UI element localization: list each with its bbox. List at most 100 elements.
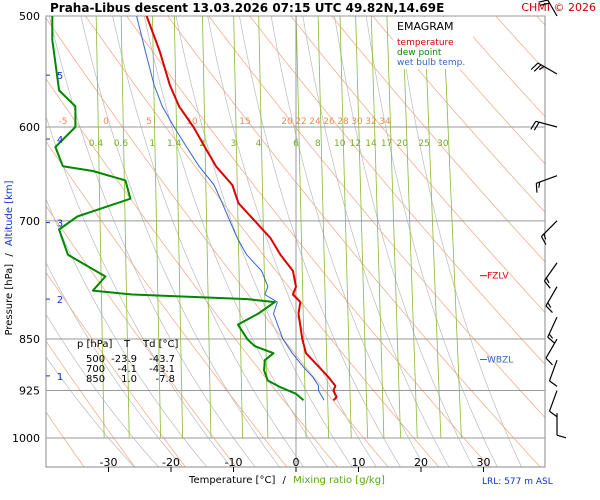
dry-adiabat-label: 30 <box>351 117 363 127</box>
wind-barb <box>547 316 558 344</box>
copyright: CHMI © 2026 <box>521 1 596 14</box>
table-cell: -23.9 <box>111 354 137 365</box>
table-cell: -4.1 <box>117 364 137 375</box>
x-tick-label: 0 <box>293 456 300 469</box>
dry-adiabat-label: -5 <box>59 117 68 127</box>
wind-barb-staff <box>537 62 558 75</box>
mixing-ratio-line <box>233 16 243 439</box>
wind-barb <box>545 338 558 366</box>
wind-barb-feather <box>530 120 537 130</box>
wind-barb-feather <box>547 302 552 308</box>
wind-barb-staff <box>548 359 558 382</box>
wind-barb-feather <box>547 336 556 344</box>
y-label-pressure: Pressure [hPa] <box>4 264 15 336</box>
wind-barb-feather <box>543 280 551 289</box>
fzlv-label: FZLV <box>487 272 509 282</box>
wind-barb-staff <box>536 175 558 184</box>
mixing-ratio-label: 1.4 <box>167 139 182 149</box>
table-cell: -43.7 <box>149 354 175 365</box>
lrl-label: LRL: 577 m ASL <box>482 477 553 487</box>
moist-adiabat <box>46 262 184 467</box>
dry-adiabat <box>46 140 288 467</box>
mixing-ratio-label: 0.4 <box>89 139 104 149</box>
altitude-tick-label: 5 <box>57 71 63 82</box>
wind-barb <box>540 220 558 245</box>
pressure-tick-label: 600 <box>19 121 40 134</box>
y-label-altitude: Altitude [km] <box>4 180 15 246</box>
moist-adiabat <box>46 356 135 467</box>
altitude-tick-label: 1 <box>57 372 63 383</box>
dry-adiabat-label: 5 <box>146 117 152 127</box>
mixing-ratio-line <box>386 16 401 439</box>
wind-barb-staff <box>547 0 558 17</box>
legend-dew-point: dew point <box>397 48 442 58</box>
mixing-ratio-lines <box>95 16 462 439</box>
moist-adiabat <box>302 16 450 467</box>
wind-barb <box>530 62 558 75</box>
wind-barb <box>535 175 558 193</box>
wind-barb-feather <box>549 380 558 387</box>
wet_bulb-line <box>136 16 325 401</box>
wind-barbs <box>530 0 567 439</box>
wind-barb <box>548 359 558 387</box>
legend-title: EMAGRAM <box>397 20 454 33</box>
chart-title: Praha-Libus descent 13.03.2026 07:15 UTC… <box>50 1 444 15</box>
wind-barb-staff <box>545 338 558 359</box>
wind-barb-feather <box>538 66 545 71</box>
altitude-tick-label: 4 <box>57 135 63 146</box>
wind-barb-staff <box>541 220 558 237</box>
x-tick-label: -20 <box>162 456 180 469</box>
moist-adiabat <box>175 16 353 467</box>
mixing-ratio-label: 10 <box>334 139 346 149</box>
dry-adiabat <box>46 17 389 467</box>
wind-barb-feather <box>533 64 542 72</box>
wind-barb-staff <box>545 286 558 307</box>
dry-adiabat <box>290 16 545 314</box>
wbzl-marker: WBZL <box>480 355 513 365</box>
wind-barb-feather <box>545 305 553 313</box>
fzlv-marker: FZLV <box>480 272 509 282</box>
table-header-t: T <box>123 339 131 350</box>
mixing-ratio-label: 8 <box>315 139 321 149</box>
x-tick-label: -30 <box>100 456 118 469</box>
wind-barb <box>530 120 558 131</box>
x-tick-label: 30 <box>477 456 491 469</box>
dry-adiabat <box>85 16 440 467</box>
wind-barb <box>538 0 558 17</box>
dry-adiabat-label: 26 <box>323 117 335 127</box>
mixing-ratio-line <box>152 16 161 439</box>
mixing-ratio-line <box>295 16 307 439</box>
x-label-sep: / <box>283 475 287 486</box>
table-cell: 1.0 <box>121 374 137 385</box>
pressure-tick-label: 500 <box>19 10 40 23</box>
wind-barb-staff <box>547 316 558 338</box>
mixing-ratio-line <box>317 16 330 439</box>
dry-adiabat <box>454 16 545 118</box>
altitude-tick-label: 2 <box>57 295 63 306</box>
wind-barb-feather <box>530 62 539 70</box>
wind-barb-staff <box>548 390 558 412</box>
moist-adiabat <box>48 16 256 467</box>
x-tick-label: 10 <box>352 456 366 469</box>
moist-adiabat <box>397 16 522 467</box>
y-label-sep: / <box>4 253 15 257</box>
wind-barb <box>545 286 558 313</box>
moist-adiabat <box>270 16 426 467</box>
grid <box>45 15 546 468</box>
wind-barb-feather <box>545 357 553 366</box>
dry-adiabat-label: 20 <box>281 117 293 127</box>
dry-adiabat <box>46 271 186 467</box>
wind-barb-feather <box>545 277 550 284</box>
pressure-tick-label: 850 <box>19 333 40 346</box>
data-table: p [hPa] T Td [°C] 500 -23.9 -43.7 700 -4… <box>77 339 179 385</box>
wind-barb-feather <box>538 0 548 3</box>
wind-barb-feather <box>548 333 554 339</box>
wind-barb <box>548 390 558 418</box>
moist-adiabat <box>46 115 232 467</box>
mixing-ratio-line <box>424 16 442 439</box>
dry-adiabat-label: 10 <box>186 117 198 127</box>
wind-barb-feather <box>535 183 538 193</box>
wind-barb-feather <box>533 121 540 131</box>
